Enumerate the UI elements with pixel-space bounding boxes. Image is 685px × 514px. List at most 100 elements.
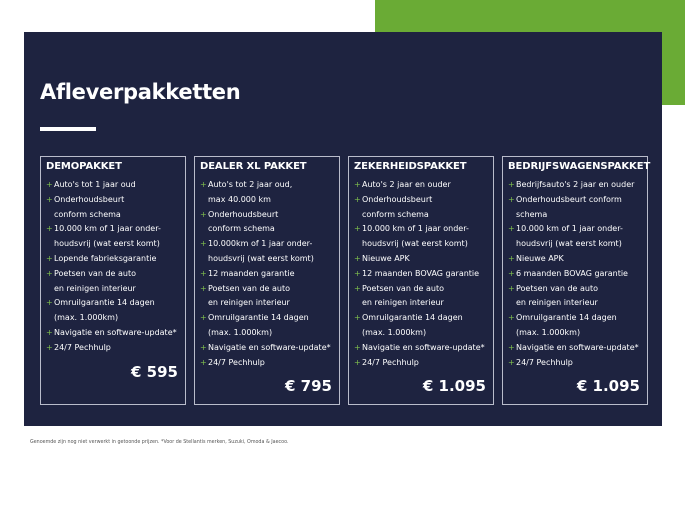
list-item: +10.000 km of 1 jaar onder-houdsvrij (wa… (508, 222, 642, 252)
package-name: BEDRIJFSWAGENSPAKKET (508, 161, 651, 172)
item-text: Poetsen van de auto (362, 283, 444, 293)
list-item: + Onderhoudsbeurt conform schema (46, 193, 180, 223)
package-card: DEMOPAKKET + Auto's tot 1 jaar oud + Onderho… (40, 156, 186, 405)
item-text: en reinigen interieur (54, 283, 136, 293)
package-name: DEMOPAKKET (46, 161, 122, 172)
list-item: + Navigatie en software-update* (354, 341, 488, 356)
plus-icon: + (508, 253, 515, 263)
package-card: ZEKERHEIDSPAKKET + Auto's 2 jaar en ouder +… (348, 156, 494, 405)
plus-icon: + (200, 209, 207, 219)
list-item: + Poetsen van de auto en reinigen interieu… (508, 282, 642, 312)
package-price: € 795 (285, 377, 332, 396)
plus-icon: + (354, 224, 361, 234)
plus-icon: + (46, 268, 53, 278)
item-text: Auto's 2 jaar en ouder (362, 180, 451, 189)
list-item: +6 maanden BOVAG garantie (508, 267, 642, 282)
item-text: Onderhoudsbeurt conform (516, 194, 622, 204)
plus-icon: + (46, 298, 53, 308)
item-text: houdsvrij (wat eerst komt) (362, 239, 468, 249)
plus-icon: + (354, 283, 361, 293)
item-text: Onderhoudsbeurt (208, 209, 279, 219)
plus-icon: + (354, 357, 361, 367)
list-item: + Bedrijfsauto's 2 jaar en ouder (508, 178, 642, 193)
footnote: Genoemde zijn nog niet verwerkt in getoo… (30, 440, 289, 445)
item-text: schema (516, 209, 548, 219)
item-text: Navigatie en software-update* (516, 342, 639, 352)
item-text: 24/7 Pechhulp (516, 357, 573, 367)
list-item: + Omruilgarantie 14 dagen (max. 1.000km) (354, 311, 488, 341)
title-underline (40, 127, 96, 131)
list-item: + Onderhoudsbeurt conform schema (200, 208, 334, 238)
item-text: max 40.000 km (208, 194, 271, 204)
item-text: (max. 1.000km) (54, 313, 119, 323)
list-item: + Navigatie en software-update* (46, 326, 180, 341)
list-item: + Poetsen van de auto en reinigen interieu… (46, 267, 180, 297)
item-text: 24/7 Pechhulp (362, 357, 419, 367)
plus-icon: + (354, 194, 361, 204)
item-text: 10.000 km of 1 jaar onder- (362, 224, 469, 234)
plus-icon: + (200, 180, 207, 189)
plus-icon: + (354, 253, 361, 263)
item-text: (max. 1.000km) (516, 327, 581, 337)
item-text: (max. 1.000km) (362, 327, 427, 337)
list-item: + Auto's tot 1 jaar oud (46, 178, 180, 193)
item-text: 10.000km of 1 jaar onder- (208, 239, 313, 249)
item-text: Lopende fabrieksgarantie (54, 253, 157, 263)
package-price: € 1.095 (576, 377, 640, 396)
item-text: 12 maanden garantie (208, 268, 295, 278)
item-text: conform schema (362, 209, 429, 219)
item-text: Poetsen van de auto (208, 283, 290, 293)
plus-icon: + (46, 224, 53, 234)
item-text: Omruilgarantie 14 dagen (54, 298, 155, 308)
item-text: en reinigen interieur (208, 298, 290, 308)
list-item: + Nieuwe APK (508, 252, 642, 267)
plus-icon: + (200, 268, 207, 278)
item-text: houdsvrij (wat eerst komt) (516, 239, 622, 249)
list-item: + Onderhoudsbeurt conform schema (508, 193, 642, 223)
plus-icon: + (508, 342, 515, 352)
list-item: + Navigatie en software-update* (508, 341, 642, 356)
item-text: 12 maanden BOVAG garantie (362, 268, 480, 278)
package-name: ZEKERHEIDSPAKKET (354, 161, 467, 172)
item-text: Omruilgarantie 14 dagen (362, 313, 463, 323)
list-item: + Auto's 2 jaar en ouder (354, 178, 488, 193)
plus-icon: + (508, 180, 515, 189)
item-text: 10.000 km of 1 jaar onder- (54, 224, 161, 234)
plus-icon: + (508, 268, 515, 278)
item-text: Auto's tot 1 jaar oud (54, 180, 136, 189)
list-item: +10.000 km of 1 jaar onder-houdsvrij (wa… (354, 222, 488, 252)
list-item: + Auto's tot 2 jaar oud, max 40.000 km (200, 178, 334, 208)
list-item: +10.000 km of 1 jaar onder-houdsvrij (wa… (46, 222, 180, 252)
plus-icon: + (46, 253, 53, 263)
package-price: € 595 (131, 362, 178, 381)
item-text: Poetsen van de auto (54, 268, 136, 278)
plus-icon: + (46, 342, 53, 352)
list-item: + Poetsen van de auto en reinigen interieu… (200, 282, 334, 312)
list-item: +24/7 Pechhulp (200, 356, 334, 371)
list-item: +24/7 Pechhulp (354, 356, 488, 371)
plus-icon: + (200, 342, 207, 352)
plus-icon: + (354, 180, 361, 189)
item-text: houdsvrij (wat eerst komt) (208, 253, 314, 263)
list-item: +12 maanden garantie (200, 267, 334, 282)
list-item: + Omruilgarantie 14 dagen (max. 1.000km) (200, 311, 334, 341)
page-title: Afleverpakketten (40, 80, 241, 104)
plus-icon: + (200, 357, 207, 367)
item-text: houdsvrij (wat eerst komt) (54, 239, 160, 249)
item-text: Onderhoudsbeurt (54, 194, 125, 204)
list-item: +24/7 Pechhulp (508, 356, 642, 371)
item-text: (max. 1.000km) (208, 327, 273, 337)
package-price: € 1.095 (422, 377, 486, 396)
list-item: + Navigatie en software-update* (200, 341, 334, 356)
package-card: DEALER XL PAKKET + Auto's tot 2 jaar oud, m… (194, 156, 340, 405)
plus-icon: + (46, 194, 53, 204)
list-item: + Omruilgarantie 14 dagen (max. 1.000km) (46, 296, 180, 326)
item-text: en reinigen interieur (516, 298, 598, 308)
plus-icon: + (508, 224, 515, 234)
item-text: Navigatie en software-update* (362, 342, 485, 352)
plus-icon: + (200, 283, 207, 293)
item-text: 10.000 km of 1 jaar onder- (516, 224, 623, 234)
item-text: Omruilgarantie 14 dagen (208, 313, 309, 323)
list-item: + Onderhoudsbeurt conform schema (354, 193, 488, 223)
item-text: Omruilgarantie 14 dagen (516, 313, 617, 323)
